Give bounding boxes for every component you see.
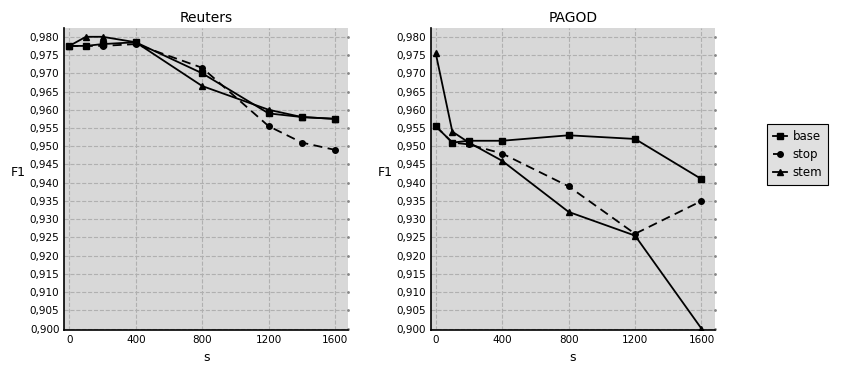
stem (97, 34, 107, 39)
stem (263, 108, 273, 112)
base (695, 177, 706, 182)
Line: stem: stem (67, 34, 338, 122)
stem (430, 51, 441, 56)
base (131, 40, 141, 45)
stem (630, 233, 640, 238)
stop (97, 44, 107, 48)
stem (81, 34, 91, 39)
stem (330, 117, 340, 121)
base (330, 117, 340, 121)
stem (563, 210, 573, 214)
base (197, 71, 207, 75)
Line: base: base (432, 123, 703, 182)
base (430, 124, 441, 128)
stop (263, 124, 273, 128)
stem (446, 129, 457, 134)
base (496, 138, 506, 143)
Legend: base, stop, stem: base, stop, stem (766, 124, 827, 184)
base (296, 115, 306, 119)
stem (296, 115, 306, 119)
stop (630, 231, 640, 236)
Line: base: base (67, 39, 338, 122)
X-axis label: s: s (569, 351, 576, 364)
base (446, 140, 457, 145)
Title: Reuters: Reuters (180, 11, 233, 25)
stem (463, 140, 473, 145)
stop (131, 42, 141, 46)
base (64, 44, 74, 48)
base (97, 42, 107, 46)
stop (446, 140, 457, 145)
stem (131, 40, 141, 45)
stop (496, 151, 506, 156)
stem (64, 44, 74, 48)
Line: stem: stem (432, 50, 703, 332)
Line: stop: stop (432, 123, 703, 237)
Y-axis label: F1: F1 (377, 166, 392, 179)
stop (695, 199, 706, 203)
stop (296, 140, 306, 145)
stem (496, 159, 506, 163)
stop (430, 124, 441, 128)
base (81, 44, 91, 48)
base (263, 111, 273, 116)
base (563, 133, 573, 138)
Line: stop: stop (67, 41, 338, 153)
Title: PAGOD: PAGOD (548, 11, 597, 25)
stop (64, 44, 74, 48)
stop (463, 142, 473, 147)
base (463, 138, 473, 143)
stem (197, 84, 207, 88)
stem (695, 326, 706, 331)
X-axis label: s: s (203, 351, 209, 364)
stop (197, 66, 207, 70)
stop (81, 44, 91, 48)
base (630, 137, 640, 141)
stop (563, 184, 573, 189)
Y-axis label: F1: F1 (11, 166, 26, 179)
stop (330, 148, 340, 152)
